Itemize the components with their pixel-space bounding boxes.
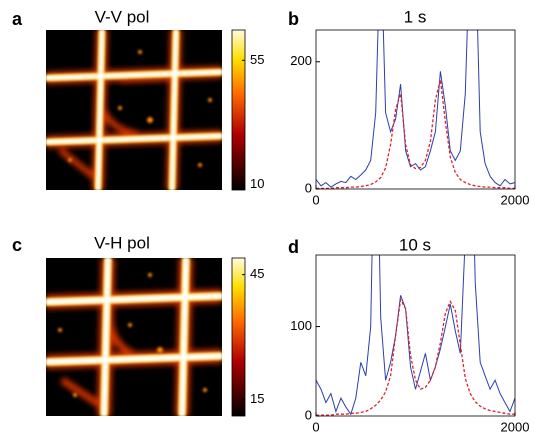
data-line bbox=[316, 79, 515, 189]
panel-letter: d bbox=[288, 237, 299, 257]
panel-letter: b bbox=[288, 9, 299, 29]
panel-title: 10 s bbox=[399, 235, 431, 254]
colorbar bbox=[231, 257, 246, 417]
plot-area bbox=[316, 30, 515, 189]
heatmap-image bbox=[46, 30, 222, 190]
x-tick-label: 0 bbox=[312, 419, 319, 434]
x-tick-label: 2000 bbox=[501, 419, 530, 434]
y-tick-label: 200 bbox=[290, 53, 312, 68]
panel-title: 1 s bbox=[404, 7, 427, 26]
axes-box bbox=[315, 254, 516, 417]
panel-letter: c bbox=[12, 235, 22, 255]
colorbar bbox=[231, 29, 246, 191]
x-tick-label: 0 bbox=[312, 192, 319, 207]
panel-letter: a bbox=[12, 9, 23, 29]
y-tick-label: 0 bbox=[305, 180, 312, 195]
data-line bbox=[316, 255, 515, 416]
y-tick-label: 0 bbox=[305, 407, 312, 422]
y-tick-label: 100 bbox=[290, 318, 312, 333]
colorbar-tick-label: 10 bbox=[250, 176, 264, 191]
colorbar-tick-label: 55 bbox=[250, 52, 264, 67]
x-tick-label: 2000 bbox=[501, 192, 530, 207]
heatmap-image bbox=[46, 258, 222, 416]
panel-title: V-H pol bbox=[94, 233, 150, 252]
colorbar-tick-label: 45 bbox=[250, 266, 264, 281]
panel-title: V-V pol bbox=[95, 7, 150, 26]
colorbar-tick-label: 15 bbox=[250, 391, 264, 406]
data-line bbox=[316, 30, 515, 188]
plot-area bbox=[316, 255, 515, 416]
data-line bbox=[316, 297, 515, 416]
axes-box bbox=[315, 29, 516, 190]
